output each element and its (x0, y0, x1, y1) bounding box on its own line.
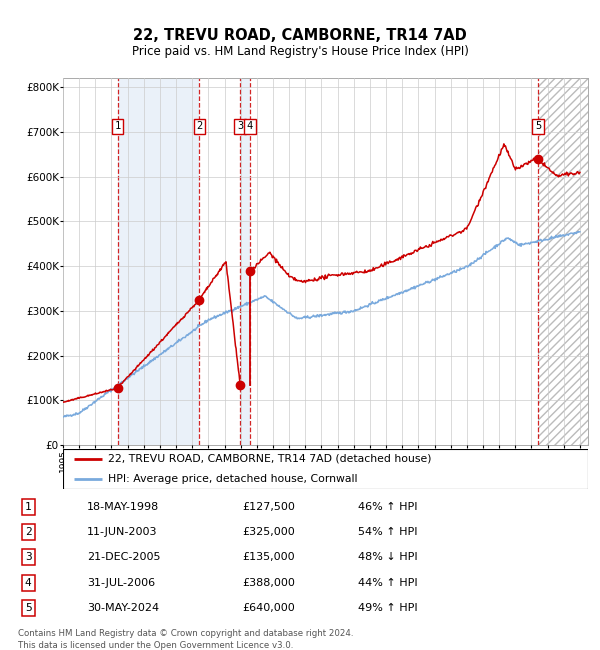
Text: £127,500: £127,500 (242, 502, 295, 512)
Bar (118, 78, 199, 445)
Bar (538, 78, 588, 445)
Text: 2: 2 (25, 527, 32, 537)
Text: 5: 5 (25, 603, 32, 613)
Text: £640,000: £640,000 (242, 603, 295, 613)
Text: HPI: Average price, detached house, Cornwall: HPI: Average price, detached house, Corn… (107, 474, 357, 484)
Text: £388,000: £388,000 (242, 578, 295, 588)
Text: Contains HM Land Registry data © Crown copyright and database right 2024.
This d: Contains HM Land Registry data © Crown c… (18, 629, 353, 650)
Text: 5: 5 (535, 122, 541, 131)
Text: 30-MAY-2024: 30-MAY-2024 (87, 603, 159, 613)
Text: Price paid vs. HM Land Registry's House Price Index (HPI): Price paid vs. HM Land Registry's House … (131, 45, 469, 58)
Text: £135,000: £135,000 (242, 552, 295, 562)
Text: 18-MAY-1998: 18-MAY-1998 (87, 502, 159, 512)
Text: 48% ↓ HPI: 48% ↓ HPI (358, 552, 417, 562)
Text: 46% ↑ HPI: 46% ↑ HPI (358, 502, 417, 512)
Text: 4: 4 (25, 578, 32, 588)
Text: 21-DEC-2005: 21-DEC-2005 (87, 552, 160, 562)
Text: 44% ↑ HPI: 44% ↑ HPI (358, 578, 417, 588)
Text: 54% ↑ HPI: 54% ↑ HPI (358, 527, 417, 537)
Text: 3: 3 (237, 122, 244, 131)
Text: 2: 2 (196, 122, 202, 131)
Text: £325,000: £325,000 (242, 527, 295, 537)
Text: 1: 1 (115, 122, 121, 131)
Bar (240, 78, 250, 445)
Text: 22, TREVU ROAD, CAMBORNE, TR14 7AD (detached house): 22, TREVU ROAD, CAMBORNE, TR14 7AD (deta… (107, 454, 431, 463)
Text: 4: 4 (247, 122, 253, 131)
Text: 22, TREVU ROAD, CAMBORNE, TR14 7AD: 22, TREVU ROAD, CAMBORNE, TR14 7AD (133, 27, 467, 43)
Text: 49% ↑ HPI: 49% ↑ HPI (358, 603, 417, 613)
Text: 1: 1 (25, 502, 32, 512)
Text: 31-JUL-2006: 31-JUL-2006 (87, 578, 155, 588)
Text: 11-JUN-2003: 11-JUN-2003 (87, 527, 157, 537)
Text: 3: 3 (25, 552, 32, 562)
